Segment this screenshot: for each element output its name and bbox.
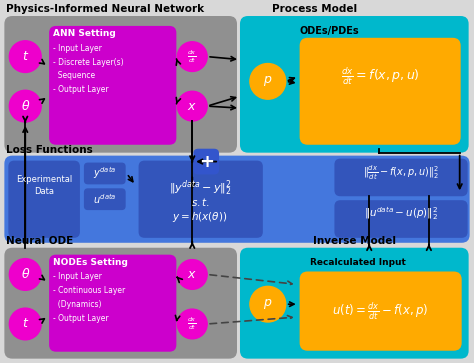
Text: $\|\frac{dx}{dt} - f(x,p,u)\|_2^2$: $\|\frac{dx}{dt} - f(x,p,u)\|_2^2$ xyxy=(363,164,439,182)
Text: $p$: $p$ xyxy=(263,74,273,88)
Text: $s.t.$: $s.t.$ xyxy=(191,196,210,208)
Text: Physics-Informed Neural Network: Physics-Informed Neural Network xyxy=(6,4,204,14)
FancyBboxPatch shape xyxy=(49,255,176,352)
Text: $t$: $t$ xyxy=(22,50,29,63)
Text: - Discrete Layer(s): - Discrete Layer(s) xyxy=(53,58,124,66)
FancyBboxPatch shape xyxy=(49,26,176,145)
Text: ANN Setting: ANN Setting xyxy=(53,29,116,38)
Text: $\|u^{data} - u(p)\|_2^2$: $\|u^{data} - u(p)\|_2^2$ xyxy=(364,206,438,223)
FancyBboxPatch shape xyxy=(84,163,126,184)
Text: - Output Layer: - Output Layer xyxy=(53,314,109,323)
Text: Neural ODE: Neural ODE xyxy=(6,236,73,246)
Text: $\theta$: $\theta$ xyxy=(20,99,30,113)
Text: - Continuous Layer: - Continuous Layer xyxy=(53,286,125,295)
Text: Loss Functions: Loss Functions xyxy=(6,144,93,155)
Text: $\frac{dx}{dt}$: $\frac{dx}{dt}$ xyxy=(187,48,197,65)
Circle shape xyxy=(9,258,41,290)
Text: $\frac{dx}{dt} = f(x,p,u)$: $\frac{dx}{dt} = f(x,p,u)$ xyxy=(341,65,419,87)
Text: $\|y^{data} - y\|_2^2$: $\|y^{data} - y\|_2^2$ xyxy=(169,178,231,198)
Text: - Input Layer: - Input Layer xyxy=(53,273,102,281)
Circle shape xyxy=(177,260,207,289)
Circle shape xyxy=(9,90,41,122)
FancyBboxPatch shape xyxy=(4,248,237,359)
FancyBboxPatch shape xyxy=(4,156,470,243)
FancyBboxPatch shape xyxy=(335,159,468,196)
Circle shape xyxy=(250,286,286,322)
Text: $y = h(x(\theta))$: $y = h(x(\theta))$ xyxy=(173,210,228,224)
Text: NODEs Setting: NODEs Setting xyxy=(53,258,128,267)
FancyBboxPatch shape xyxy=(138,160,263,238)
FancyBboxPatch shape xyxy=(300,38,461,145)
FancyBboxPatch shape xyxy=(335,200,468,238)
FancyBboxPatch shape xyxy=(4,16,237,153)
Text: $y^{data}$: $y^{data}$ xyxy=(93,166,117,182)
Text: $\frac{dx}{dt}$: $\frac{dx}{dt}$ xyxy=(187,316,197,332)
Text: $\theta$: $\theta$ xyxy=(20,268,30,281)
FancyBboxPatch shape xyxy=(84,188,126,210)
Circle shape xyxy=(9,308,41,340)
Text: Experimental: Experimental xyxy=(16,175,72,184)
Text: $p$: $p$ xyxy=(263,297,273,311)
Text: ODEs/PDEs: ODEs/PDEs xyxy=(300,26,359,36)
Text: $x$: $x$ xyxy=(187,99,197,113)
Text: Inverse Model: Inverse Model xyxy=(313,236,396,246)
Text: (Dynamics): (Dynamics) xyxy=(53,300,101,309)
Text: - Input Layer: - Input Layer xyxy=(53,44,102,53)
FancyBboxPatch shape xyxy=(300,272,462,351)
Circle shape xyxy=(250,64,286,99)
FancyBboxPatch shape xyxy=(193,149,219,175)
Circle shape xyxy=(177,91,207,121)
Circle shape xyxy=(177,42,207,72)
Text: Process Model: Process Model xyxy=(272,4,357,14)
Text: $t$: $t$ xyxy=(22,318,29,330)
Text: - Output Layer: - Output Layer xyxy=(53,85,109,94)
FancyBboxPatch shape xyxy=(9,160,80,238)
Circle shape xyxy=(177,309,207,339)
Text: $u(t) = \frac{dx}{dt} - f(x,p)$: $u(t) = \frac{dx}{dt} - f(x,p)$ xyxy=(332,300,428,322)
Text: $u^{data}$: $u^{data}$ xyxy=(93,192,117,206)
Circle shape xyxy=(9,41,41,73)
FancyBboxPatch shape xyxy=(240,248,469,359)
Text: $x$: $x$ xyxy=(187,268,197,281)
Text: Recalculated Input: Recalculated Input xyxy=(310,258,405,267)
FancyBboxPatch shape xyxy=(240,16,469,153)
Text: Data: Data xyxy=(34,187,54,196)
Text: +: + xyxy=(199,152,214,171)
Text: Sequence: Sequence xyxy=(53,72,95,81)
